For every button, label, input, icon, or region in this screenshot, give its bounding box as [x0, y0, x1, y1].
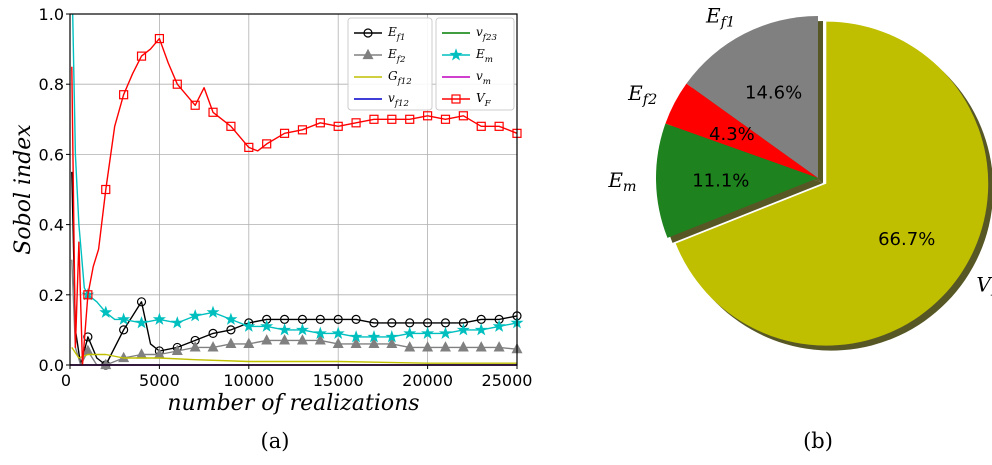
y-tick-label: 0.4: [39, 216, 64, 235]
series-line: [72, 260, 517, 365]
x-tick-label: 25000: [482, 371, 533, 390]
y-tick-label: 0.0: [39, 356, 64, 375]
line-chart: 0 5000 10000 15000 20000 25000 0.00.20.40.60.…: [11, 5, 532, 453]
pie-percent-label: 4.3%: [709, 124, 755, 145]
marker-star: [155, 314, 165, 323]
pie-chart: 14.6% 4.3% 11.1% 66.7% Ef1 Ef2 Em VF (b): [607, 4, 992, 453]
marker-star: [190, 311, 200, 320]
marker-star: [208, 307, 218, 316]
marker-star: [316, 328, 326, 337]
marker-star: [173, 318, 183, 327]
marker-star: [226, 314, 236, 323]
y-tick-label: 0.2: [39, 286, 64, 305]
marker-triangle: [262, 335, 271, 344]
marker-star: [441, 328, 451, 337]
pie-percent-label: 11.1%: [692, 171, 749, 192]
marker-star: [477, 325, 487, 334]
legend: Ef1Ef2Gf12vf12vf23EmvmVF: [348, 18, 514, 110]
marker-star: [494, 321, 504, 330]
marker-star: [405, 328, 415, 337]
marker-star: [369, 332, 379, 341]
marker-star: [459, 325, 469, 334]
y-axis-label: Sobol index: [11, 124, 36, 255]
x-axis-label: number of realizations: [167, 391, 419, 416]
marker-triangle: [280, 335, 289, 344]
x-tick-label: 10000: [223, 371, 274, 390]
marker-star: [280, 325, 290, 334]
legend-box: [436, 18, 514, 110]
y-axis-ticks: 0.0 0.2 0.4 0.6 0.8 1.0: [39, 5, 70, 375]
y-tick-label: 0.8: [39, 75, 64, 94]
pie-percent-label: 14.6%: [745, 83, 802, 104]
x-tick-label: 15000: [313, 371, 364, 390]
marker-triangle: [298, 335, 307, 344]
marker-triangle: [137, 349, 146, 358]
pie-category-label: Ef2: [627, 81, 657, 108]
series-E_f1: [72, 172, 521, 369]
x-tick-label: 5000: [139, 371, 180, 390]
y-tick-label: 1.0: [39, 5, 64, 24]
subfigure-label-b: (b): [803, 429, 833, 453]
series-line: [72, 172, 517, 365]
pie-category-label: VF: [976, 272, 992, 299]
series-E_f2: [72, 260, 522, 369]
marker-star: [333, 328, 343, 337]
marker-star: [119, 314, 128, 323]
y-tick-label: 0.6: [39, 145, 64, 164]
pie-category-label: Em: [607, 168, 636, 195]
subfigure-label-a: (a): [261, 429, 290, 453]
x-tick-label: 20000: [402, 371, 453, 390]
marker-star: [423, 328, 433, 337]
x-axis-ticks: 0 5000 10000 15000 20000 25000: [61, 365, 533, 390]
marker-star: [262, 321, 272, 330]
marker-star: [387, 332, 397, 341]
marker-star: [351, 332, 361, 341]
marker-star: [298, 325, 308, 334]
pie-percent-label: 66.7%: [878, 229, 935, 250]
marker-triangle: [226, 339, 235, 348]
pie-category-label: Ef1: [705, 4, 735, 31]
